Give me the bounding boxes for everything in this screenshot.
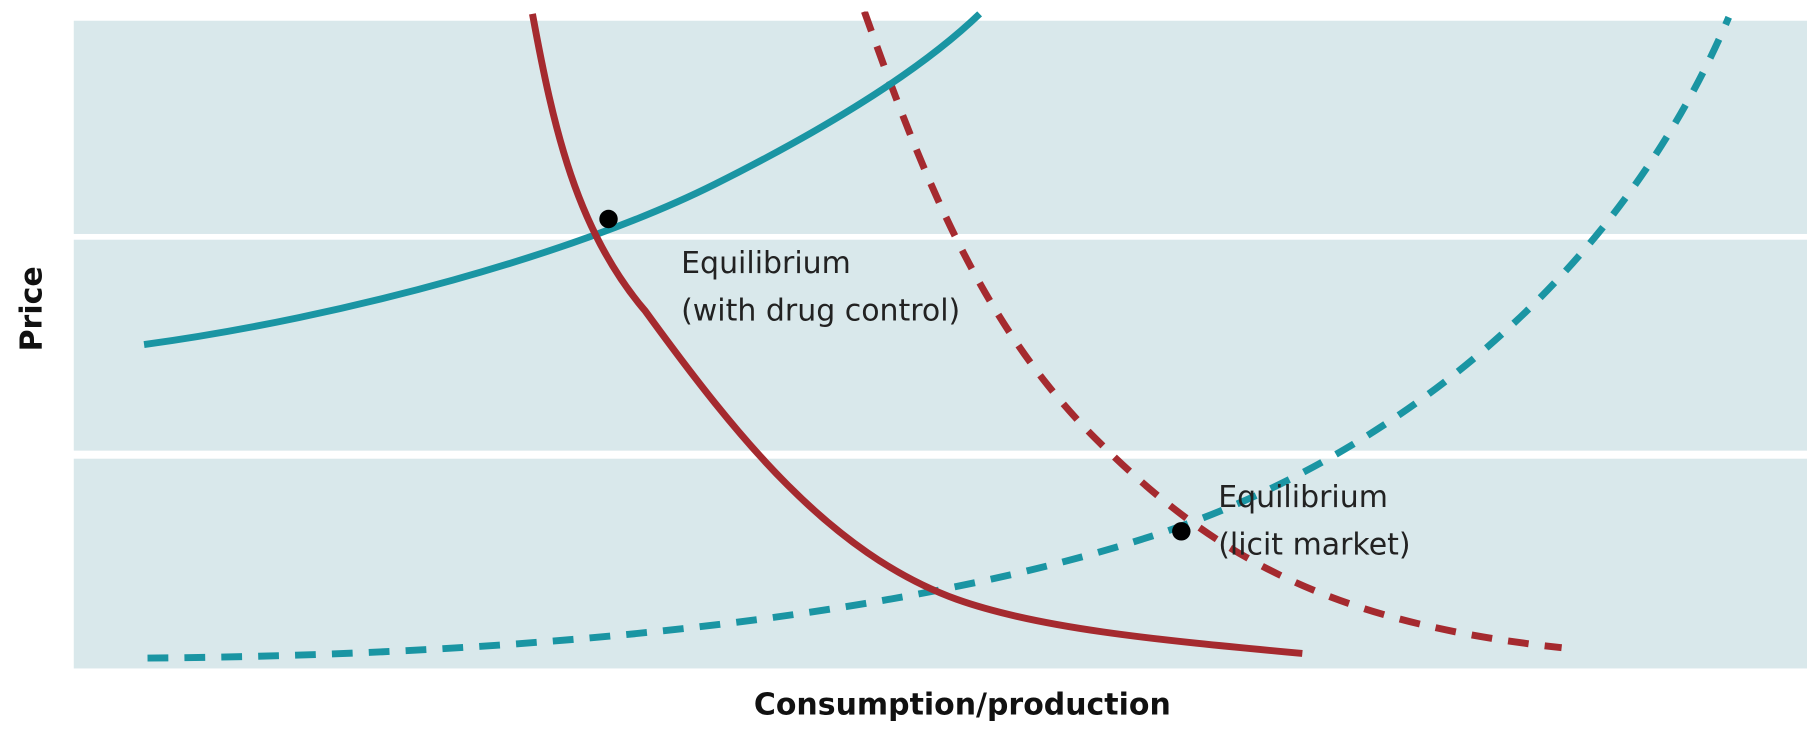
diagram-body: Equilibrium (with drug control) Equilibr…	[14, 11, 1807, 723]
annotation: Equilibrium	[1218, 480, 1388, 515]
equilibrium-point	[1172, 522, 1191, 541]
band	[73, 458, 1807, 669]
supply-licit	[147, 15, 1732, 662]
supply-controlled	[143, 11, 983, 349]
annotation: (with drug control)	[681, 293, 960, 328]
demand-controlled	[529, 13, 1303, 657]
x-axis-label: Consumption/production	[754, 688, 1171, 723]
demand-licit	[861, 11, 1563, 652]
y-axis-label: Price	[14, 266, 49, 351]
annotation: Equilibrium	[681, 246, 851, 281]
band	[73, 239, 1807, 451]
equilibrium-point	[599, 209, 618, 229]
annotation: (licit market)	[1218, 527, 1410, 562]
